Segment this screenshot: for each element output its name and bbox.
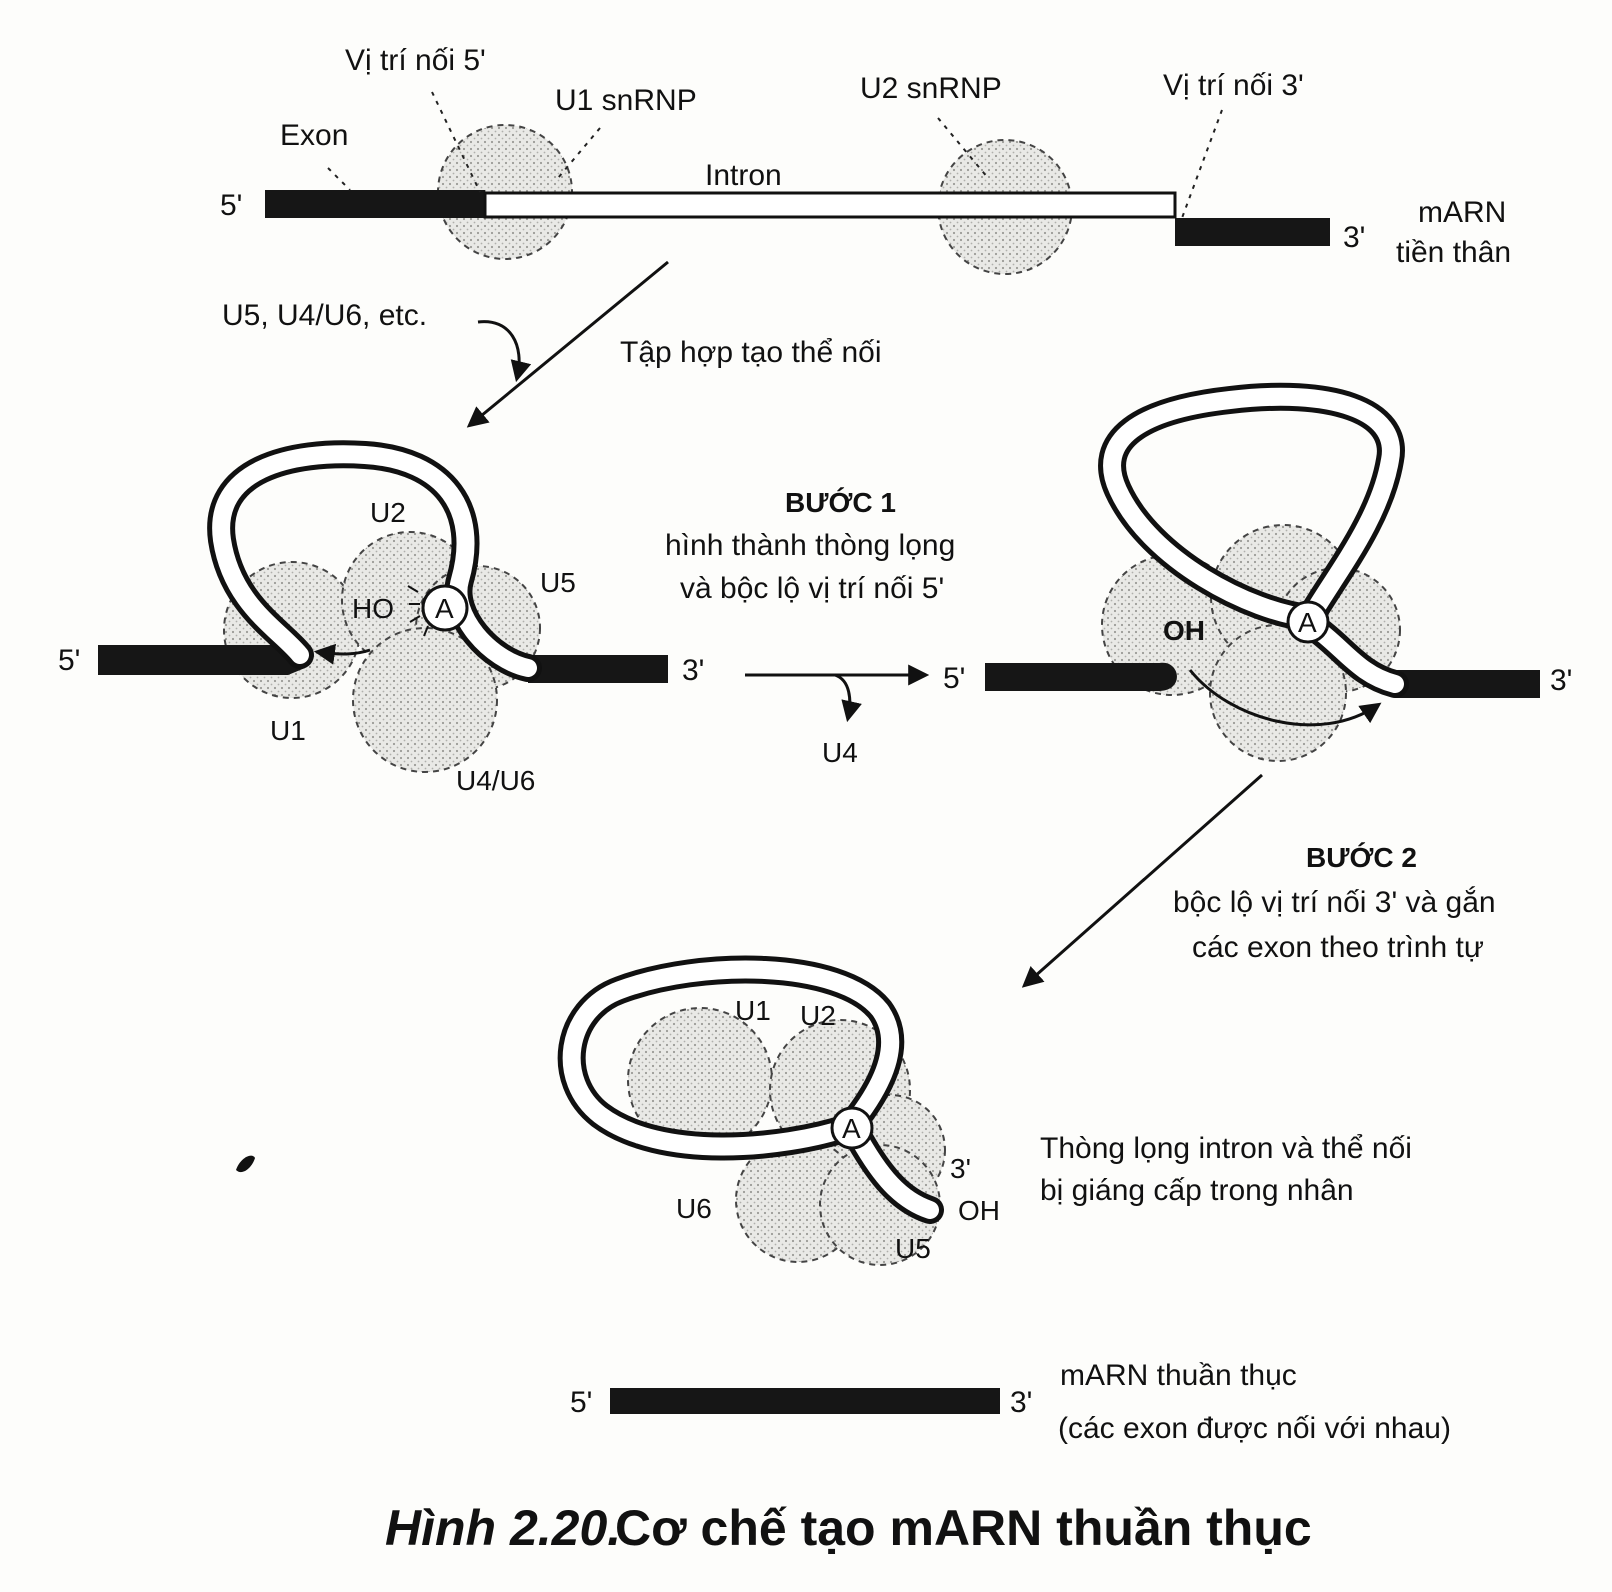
u2-snrnp-label: U2 snRNP xyxy=(860,72,1002,105)
end-5-label: 5' xyxy=(58,644,80,677)
excised-lariat-complex: A U1 U2 3' OH U6 U5 Thòng lọng intron và… xyxy=(557,955,1412,1266)
step1-title: BƯỚC 1 xyxy=(785,487,896,518)
end-5-label: 5' xyxy=(570,1386,592,1419)
exon-1-tip xyxy=(1160,662,1177,691)
pre-mrna-label-line2: tiền thân xyxy=(1396,236,1511,269)
u4u6-particle xyxy=(352,627,498,773)
factors-join-arrow xyxy=(477,320,532,383)
attack-arrow xyxy=(313,643,371,665)
mature-mrna-label: mARN thuần thục xyxy=(1060,1359,1297,1392)
exon-1-bar xyxy=(265,190,485,218)
u2-label: U2 xyxy=(370,497,406,528)
end-3-label: 3' xyxy=(1550,664,1572,697)
assembly-label: Tập hợp tạo thể nối xyxy=(620,336,882,369)
step2-arrow xyxy=(1021,773,1263,988)
figure-title: Cơ chế tạo mARN thuần thục xyxy=(615,1500,1312,1556)
figure-number: Hình 2.20. xyxy=(385,1500,621,1556)
branch-point-a-circle xyxy=(421,584,469,632)
assembly-factors-label: U5, U4/U6, etc. xyxy=(222,299,427,332)
figure-caption: Hình 2.20. Cơ chế tạo mARN thuần thục xyxy=(385,1500,1312,1556)
u2-leader xyxy=(937,117,989,179)
spliceosome-complex: A HO U2 U5 U1 U4/U6 5' 3' xyxy=(58,440,704,796)
step2-line2: các exon theo trình tự xyxy=(1192,931,1484,964)
end-3-label: 3' xyxy=(682,654,704,687)
step2-annotation: BƯỚC 2 bộc lộ vị trí nối 3' và gắn các e… xyxy=(1021,773,1496,988)
u1-label: U1 xyxy=(735,995,771,1026)
exon-2-bar xyxy=(1175,218,1330,246)
branch-point-a: A xyxy=(1298,607,1317,638)
pre-mrna-panel: Vị trí nối 5' U1 snRNP U2 snRNP Vị trí n… xyxy=(220,44,1511,275)
splice5-leader xyxy=(431,91,481,193)
intron-label: Intron xyxy=(705,159,782,192)
u4-release-arrow xyxy=(834,673,862,723)
hydroxyl-label: HO xyxy=(352,593,394,624)
intron-bar xyxy=(483,191,1177,219)
exon-1-bar xyxy=(98,645,288,675)
hydroxyl-label: OH xyxy=(958,1195,1000,1226)
u4-released-label: U4 xyxy=(822,737,858,768)
end-5-label: 5' xyxy=(220,189,242,222)
end-3-label: 3' xyxy=(1010,1386,1032,1419)
exon-joining-arrow xyxy=(1188,669,1382,727)
mature-mrna-panel: 5' 3' mARN thuần thục (các exon được nối… xyxy=(570,1359,1451,1445)
exon-1-bar xyxy=(985,663,1160,691)
exon-2-bar xyxy=(528,655,668,683)
splice3-leader xyxy=(1181,109,1223,219)
splice-site-5-label: Vị trí nối 5' xyxy=(345,44,486,77)
u1-label: U1 xyxy=(270,715,306,746)
degradation-line1: Thòng lọng intron và thể nối xyxy=(1040,1132,1412,1165)
u1-leader xyxy=(557,127,601,179)
step1-line2: và bộc lộ vị trí nối 5' xyxy=(680,572,944,605)
hydroxyl-label: OH xyxy=(1163,615,1205,646)
mature-mrna-note: (các exon được nối với nhau) xyxy=(1058,1412,1451,1445)
end-3-label: 3' xyxy=(1343,221,1365,254)
branch-point-a: A xyxy=(435,593,454,624)
u6-label: U6 xyxy=(676,1193,712,1224)
ink-speck xyxy=(236,1155,255,1173)
step2-line1: bộc lộ vị trí nối 3' và gắn xyxy=(1173,886,1496,919)
assembly-step: U5, U4/U6, etc. Tập hợp tạo thể nối xyxy=(222,260,882,428)
u1-snrnp-label: U1 snRNP xyxy=(555,84,697,117)
branch-point-a-circle xyxy=(830,1106,874,1150)
u5-label: U5 xyxy=(895,1233,931,1264)
branch-reactive-marks xyxy=(407,585,429,637)
exon-2-bar xyxy=(1395,670,1540,698)
step1-line1: hình thành thòng lọng xyxy=(665,529,955,562)
u2-label: U2 xyxy=(800,1000,836,1031)
branch-point-a: A xyxy=(842,1113,861,1144)
end-3-label: 3' xyxy=(950,1153,971,1184)
assembly-arrow xyxy=(466,260,669,428)
degradation-line2: bị giáng cấp trong nhân xyxy=(1040,1174,1354,1207)
exon-label: Exon xyxy=(280,119,348,152)
splice-site-3-label: Vị trí nối 3' xyxy=(1163,69,1304,102)
intron-lariat-tube xyxy=(1098,382,1409,698)
step2-title: BƯỚC 2 xyxy=(1306,842,1417,873)
exon-leader xyxy=(327,167,351,191)
lariat-intermediate: A OH 5' 3' xyxy=(943,382,1572,762)
mature-mrna-bar xyxy=(610,1388,1000,1414)
excised-intron-tube xyxy=(557,955,944,1224)
step1-annotation: BƯỚC 1 hình thành thòng lọng và bộc lộ v… xyxy=(665,487,955,768)
u4u6-label: U4/U6 xyxy=(456,765,535,796)
end-5-label: 5' xyxy=(943,662,965,695)
u5-label: U5 xyxy=(540,567,576,598)
branch-point-a-circle xyxy=(1286,600,1330,644)
pre-mrna-label-line1: mARN xyxy=(1418,196,1506,229)
